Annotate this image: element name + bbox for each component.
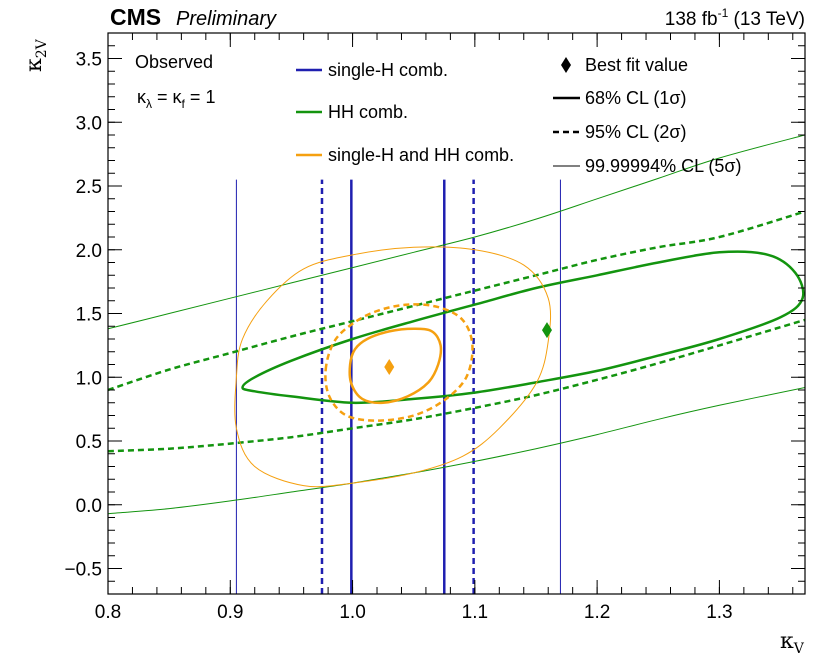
x-axis-title: κV [780, 629, 805, 657]
hh-comb-5-cl-lower-curve [108, 387, 805, 515]
best-fit-marker-single-h-and-hh-comb [384, 359, 395, 376]
best-fit-marker-hh-comb [541, 322, 552, 339]
x-tick-label: 1.0 [339, 602, 365, 623]
legend: single-H comb. HH comb. single-H and HH … [296, 55, 742, 176]
single-h-and-hh-comb-5-cl-curve [234, 246, 552, 488]
hh-comb-68-cl-curve [241, 250, 805, 405]
legend-label-cl5s: 99.99994% CL (5σ) [585, 156, 742, 176]
observed-label: Observed [135, 52, 213, 72]
x-tick-label: 1.1 [462, 602, 488, 623]
hh-comb-5-cl-upper-curve [108, 134, 805, 330]
y-tick-label: −0.5 [64, 560, 102, 581]
kappa-f-symbol: κ [173, 87, 183, 107]
y-tick-label: 3.0 [76, 113, 102, 134]
legend-label-best-fit: Best fit value [585, 55, 688, 75]
y-tick-label: 1.0 [76, 368, 102, 389]
hh-comb-95-cl-upper-curve [108, 210, 805, 392]
legend-label-cl68: 68% CL (1σ) [585, 88, 686, 108]
energy-label: (13 TeV) [734, 9, 805, 30]
y-tick-label: 2.0 [76, 241, 102, 262]
luminosity-label: 138 fb-1 (13 TeV) [665, 6, 805, 30]
y-axis-symbol: κ [22, 58, 47, 72]
hh-comb-95-cl-lower-curve [108, 318, 805, 453]
x-tick-label: 1.3 [706, 602, 732, 623]
f-subscript: f [182, 97, 186, 111]
legend-swatch-best-fit [561, 57, 571, 73]
single-h-and-hh-comb-95-cl-curve [324, 303, 474, 422]
axis-ticks: 0.8 0.9 1.0 1.1 1.2 1.3 −0.5 0.0 0.5 1.0 1.5 2.0 2.5… [64, 33, 805, 623]
single-h-and-hh-comb-68-cl-curve [348, 327, 443, 405]
legend-label-combined: single-H and HH comb. [328, 145, 514, 165]
plot-curves [108, 134, 805, 594]
kappa-condition: κλ = κf = 1 [137, 87, 215, 111]
equals-sign-1: = [157, 87, 168, 107]
y-tick-label: 1.5 [76, 305, 102, 326]
luminosity-exponent: -1 [718, 6, 729, 20]
x-tick-label: 0.9 [217, 602, 243, 623]
lambda-subscript: λ [146, 97, 152, 111]
x-axis-symbol: κ [780, 629, 794, 654]
y-tick-label: 0.0 [76, 496, 102, 517]
kappa-lambda-symbol: κ [137, 87, 147, 107]
x-tick-label: 0.8 [95, 602, 121, 623]
luminosity-value: 138 fb [665, 9, 718, 30]
legend-label-hh: HH comb. [328, 102, 408, 122]
equals-sign-2: = [190, 87, 201, 107]
legend-label-cl95: 95% CL (2σ) [585, 122, 686, 142]
y-axis-subscript: 2V [34, 38, 50, 58]
legend-label-single-h: single-H comb. [328, 60, 448, 80]
x-tick-label: 1.2 [584, 602, 610, 623]
x-axis-subscript: V [793, 641, 805, 657]
best-fit-markers [384, 322, 552, 376]
y-tick-label: 2.5 [76, 177, 102, 198]
y-axis-title: κ2V [22, 38, 50, 72]
y-tick-label: 3.5 [76, 50, 102, 71]
y-tick-label: 0.5 [76, 432, 102, 453]
condition-value: 1 [205, 87, 215, 107]
experiment-label: CMS [110, 4, 161, 30]
status-label: Preliminary [176, 8, 277, 30]
